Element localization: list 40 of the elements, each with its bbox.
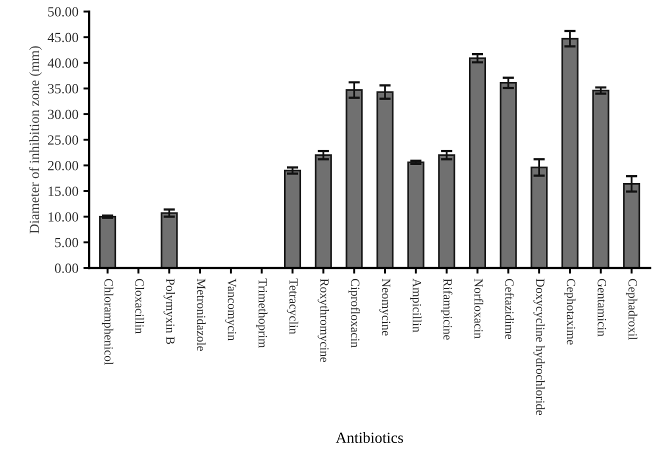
x-tick-label: Ceftazidime xyxy=(505,278,514,340)
x-tick-label: Ciprofloxacin xyxy=(348,278,360,348)
x-tick-label: Metronidazole xyxy=(196,278,206,351)
bar xyxy=(99,216,116,268)
x-tick-label: Cephadroxil xyxy=(626,278,638,340)
y-tick-label: 20.00 xyxy=(48,160,78,170)
y-tick-label: 35.00 xyxy=(48,84,78,94)
y-tick-label: 30.00 xyxy=(48,110,78,120)
x-tick-label: Norfloxacin xyxy=(474,278,484,339)
y-tick-label: 15.00 xyxy=(48,186,78,196)
x-tick-label: Cephotaxime xyxy=(564,278,576,345)
x-tick-label: Tetracyclin xyxy=(286,278,298,334)
x-tick-label: Doxycycline hydrochloride xyxy=(533,278,545,416)
y-tick-label: 5.00 xyxy=(55,238,78,248)
y-tick-label: 45.00 xyxy=(48,32,78,42)
x-tick-label: Cloxacillin xyxy=(135,278,144,334)
x-tick-label: Gentamicin xyxy=(598,278,606,336)
x-tick-label: Neomycine xyxy=(379,278,390,336)
y-tick-label: 40.00 xyxy=(48,58,78,68)
y-tick-label: 25.00 xyxy=(48,135,78,145)
bar xyxy=(468,57,486,268)
bar xyxy=(314,154,332,268)
bar xyxy=(500,82,517,268)
bar xyxy=(160,212,178,268)
y-tick-label: 10.00 xyxy=(48,212,78,222)
x-tick-label: Ampicillin xyxy=(410,278,422,332)
bar xyxy=(438,154,456,268)
x-tick-label: Vancomycin xyxy=(225,278,236,341)
x-tick-label: Chloramphenicol xyxy=(102,278,114,365)
y-axis-title: Diameter of inhibition zone (mm) xyxy=(29,46,42,234)
x-axis-title: Antibiotics xyxy=(336,432,403,443)
x-tick-label: Rifampicine xyxy=(440,278,452,340)
bar xyxy=(407,161,424,268)
y-tick-label: 50.00 xyxy=(48,7,78,17)
x-tick-label: Polymyxin B xyxy=(164,278,175,344)
x-tick-label: Trimethoprim xyxy=(256,278,268,348)
bar xyxy=(592,90,610,268)
y-tick-label: 0.00 xyxy=(54,264,78,273)
x-tick-label: Roxythromycine xyxy=(318,278,330,362)
bar xyxy=(284,170,302,268)
